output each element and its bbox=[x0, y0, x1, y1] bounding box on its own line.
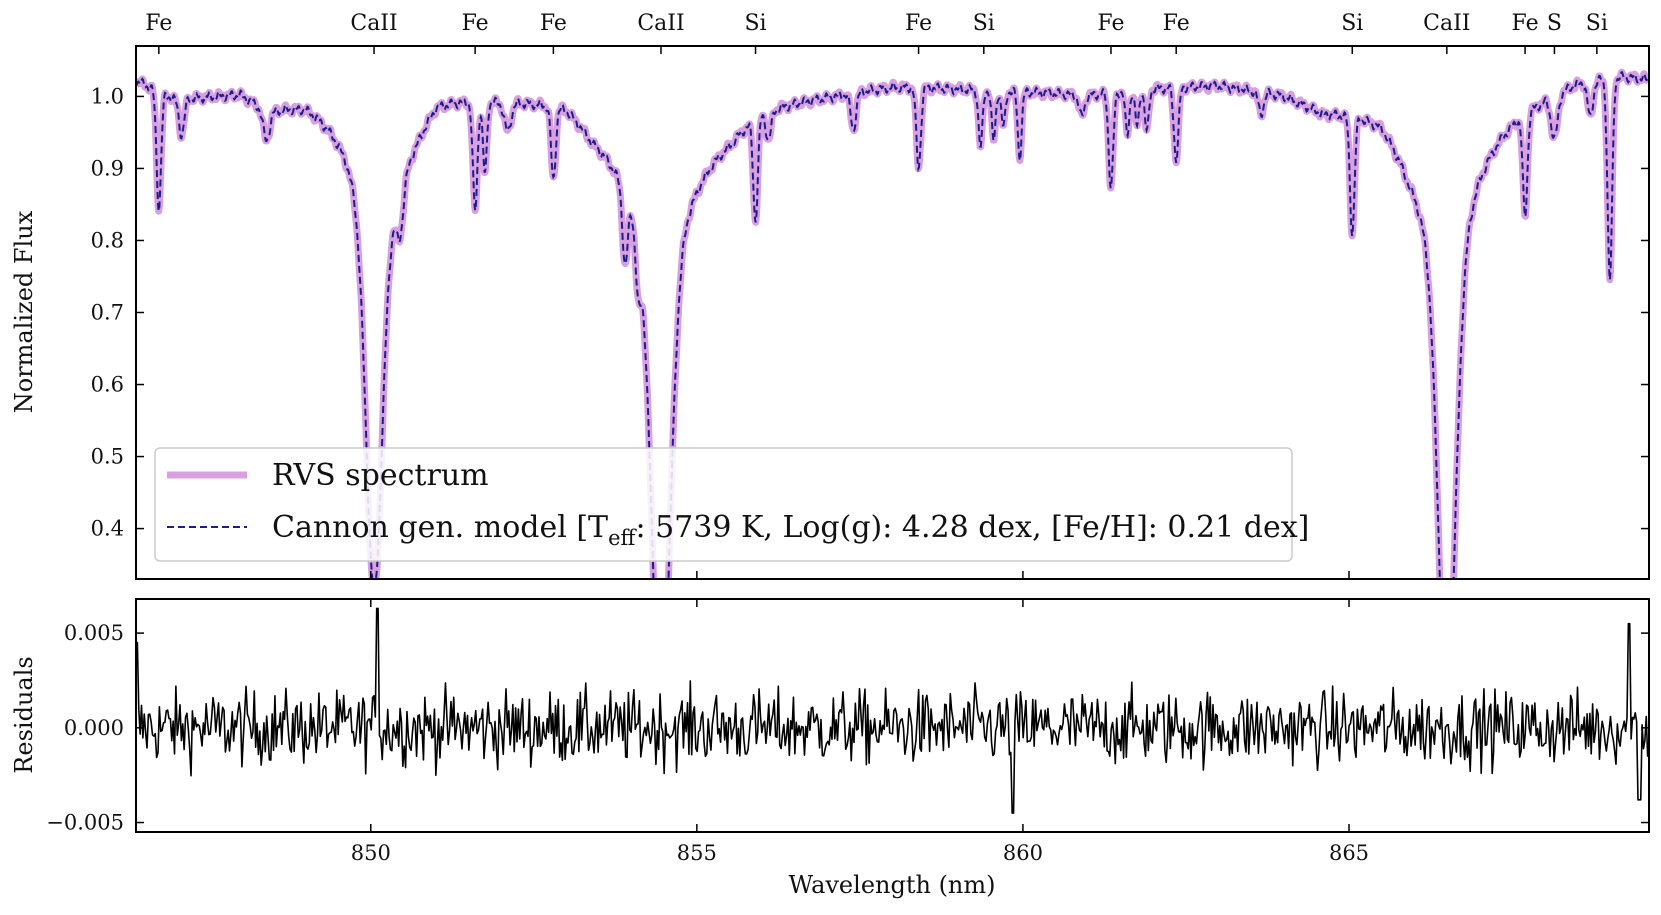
spectrum-ytick-label: 0.8 bbox=[91, 228, 124, 252]
residuals-ytick-label: 0.005 bbox=[64, 621, 124, 645]
residuals-xtick-label: 860 bbox=[1003, 841, 1043, 865]
spectrum-y-ticks: 0.4 0.5 0.6 0.7 0.8 0.9 1.0 bbox=[91, 84, 1649, 541]
spectrum-panel: 0.40.50.60.70.80.91.0 Fe CaII Fe Fe CaII Si Fe… bbox=[10, 11, 1650, 580]
residuals-ytick-label: 0.000 bbox=[64, 716, 124, 740]
line-marker-label: Fe bbox=[905, 11, 932, 36]
legend-label-rvs: RVS spectrum bbox=[272, 458, 489, 493]
line-marker-label: Si bbox=[1341, 11, 1363, 36]
line-marker-label: Si bbox=[973, 11, 995, 36]
residuals-xtick-label: 865 bbox=[1329, 841, 1369, 865]
rvs-spectrum-line bbox=[136, 68, 1649, 579]
spectrum-ytick-label: 0.4 bbox=[91, 517, 124, 541]
line-marker-label: CaII bbox=[1423, 11, 1470, 36]
spectrum-ytick-label: 0.9 bbox=[91, 156, 124, 180]
residuals-xtick-label: 855 bbox=[677, 841, 717, 865]
spectrum-ytick-label: 0.6 bbox=[91, 373, 124, 397]
legend-label-model: Cannon gen. model [Teff: 5739 K, Log(g):… bbox=[272, 510, 1309, 550]
line-marker-label: CaII bbox=[637, 11, 684, 36]
spectrum-y-axis-title: Normalized Flux bbox=[10, 210, 38, 413]
residuals-ytick-label: −0.005 bbox=[46, 811, 124, 835]
line-marker-label: Fe bbox=[1163, 11, 1190, 36]
legend: RVS spectrum Cannon gen. model [Teff: 57… bbox=[154, 447, 1309, 562]
line-marker-label: CaII bbox=[350, 11, 397, 36]
x-axis-title: Wavelength (nm) bbox=[788, 871, 995, 899]
residuals-xtick-label: 850 bbox=[351, 841, 391, 865]
residuals-y-axis-title: Residuals bbox=[10, 656, 38, 773]
residuals-y-ticks: −0.005 0.000 0.005 bbox=[46, 621, 1649, 835]
line-marker-label: Fe bbox=[462, 11, 489, 36]
spectrum-ytick-label: 0.5 bbox=[91, 445, 124, 469]
spectral-line-markers: Fe CaII Fe Fe CaII Si Fe Si Fe Fe Si CaII Fe S Si bbox=[145, 11, 1608, 54]
spectrum-ytick-label: 1.0 bbox=[91, 84, 124, 108]
line-marker-label: Fe bbox=[1097, 11, 1124, 36]
line-marker-label: S bbox=[1547, 11, 1562, 36]
line-marker-label: Si bbox=[744, 11, 766, 36]
line-marker-label: Fe bbox=[1512, 11, 1539, 36]
line-marker-label: Fe bbox=[540, 11, 567, 36]
spectrum-ytick-label: 0.7 bbox=[91, 301, 124, 325]
residuals-axes-frame bbox=[135, 598, 1650, 833]
legend-frame bbox=[154, 447, 1293, 562]
line-marker-label: Fe bbox=[145, 11, 172, 36]
residuals-x-ticks: 850 855 860 865 bbox=[351, 571, 1369, 865]
cannon-model-line bbox=[136, 70, 1649, 579]
residuals-line bbox=[136, 607, 1649, 814]
line-marker-label: Si bbox=[1586, 11, 1608, 36]
